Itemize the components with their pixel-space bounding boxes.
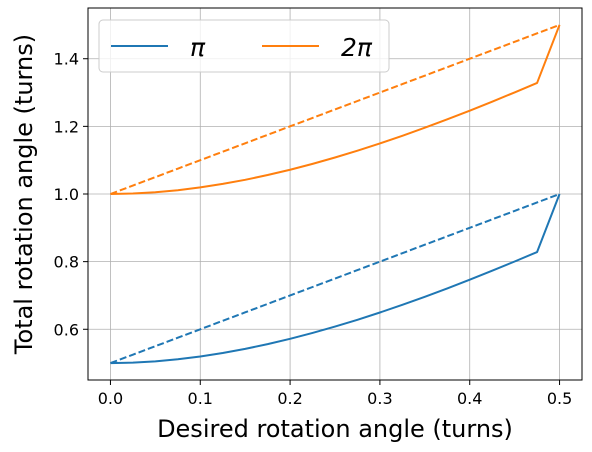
x-tick-label-5: 0.5 — [547, 389, 572, 408]
y-tick-label-1: 0.8 — [54, 253, 79, 272]
y-tick-label-2: 1.0 — [54, 185, 79, 204]
series-2pi-curve — [110, 24, 561, 195]
legend-box — [98, 19, 390, 73]
x-tick-label-2: 0.2 — [277, 389, 302, 408]
y-tick-label-3: 1.2 — [54, 117, 79, 136]
x-tick-label-0: 0.0 — [98, 389, 123, 408]
y-tick-label-0: 0.6 — [54, 320, 79, 339]
legend: π 2π — [98, 19, 390, 73]
x-tick-label-3: 0.3 — [367, 389, 392, 408]
series-pi-curve — [110, 193, 561, 365]
y-tick-label-4: 1.4 — [54, 50, 79, 69]
x-tick-label-1: 0.1 — [188, 389, 213, 408]
y-axis-label: Total rotation angle (turns) — [10, 34, 38, 355]
series-pi-linear — [110, 193, 560, 365]
series-lines — [110, 23, 561, 365]
legend-label-2pi: 2π — [341, 33, 373, 62]
axis-ticks: 0.0 0.1 0.2 0.3 0.4 0.5 0.6 0.8 1.0 1.2 1.4 — [54, 50, 573, 408]
x-tick-label-4: 0.4 — [457, 389, 482, 408]
x-axis-label: Desired rotation angle (turns) — [157, 415, 513, 443]
legend-label-pi: π — [190, 33, 206, 62]
